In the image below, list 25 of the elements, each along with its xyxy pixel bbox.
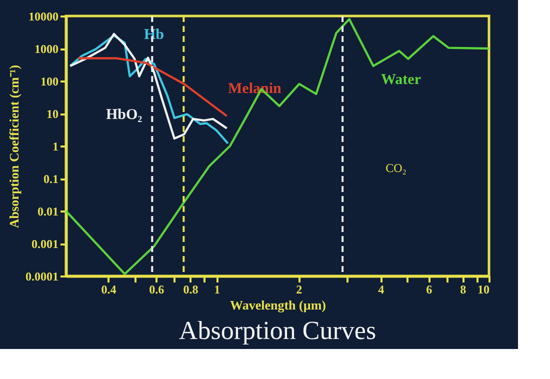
y-tick-label: 100 <box>40 74 58 88</box>
x-tick-label: 8 <box>460 282 466 296</box>
y-tick-label: 1 <box>52 140 58 154</box>
x-tick-label: 4 <box>378 282 384 296</box>
x-tick-label: 10 <box>478 282 490 296</box>
series-label: Water <box>381 72 422 88</box>
annotation: CO₂ <box>386 161 406 175</box>
y-axis-title: Absorption Coefficient (cm⁻¹) <box>6 64 22 228</box>
x-tick-label: 0.6 <box>149 282 164 296</box>
x-tick-label: 0.4 <box>101 282 116 296</box>
x-axis-title: Wavelength (µm) <box>230 298 326 312</box>
y-tick-label: 0.0001 <box>26 270 58 284</box>
x-tick-label: 2 <box>296 282 302 296</box>
x-tick-label: 1 <box>214 282 220 296</box>
y-tick-label: 1000 <box>34 42 58 56</box>
x-tick-label: 6 <box>426 282 432 296</box>
series-label: Melanin <box>228 81 282 97</box>
y-tick-label: 0.1 <box>44 172 58 186</box>
y-tick-label: 10 <box>46 107 58 121</box>
x-tick-label: 0.8 <box>183 282 198 296</box>
y-tick-label: 0.01 <box>38 204 58 218</box>
y-tick-label: 0.001 <box>32 237 58 251</box>
y-tick-label: 10000 <box>28 10 58 24</box>
text: Absorption Curves <box>178 316 376 345</box>
series-label: HbO₂ <box>106 107 143 123</box>
